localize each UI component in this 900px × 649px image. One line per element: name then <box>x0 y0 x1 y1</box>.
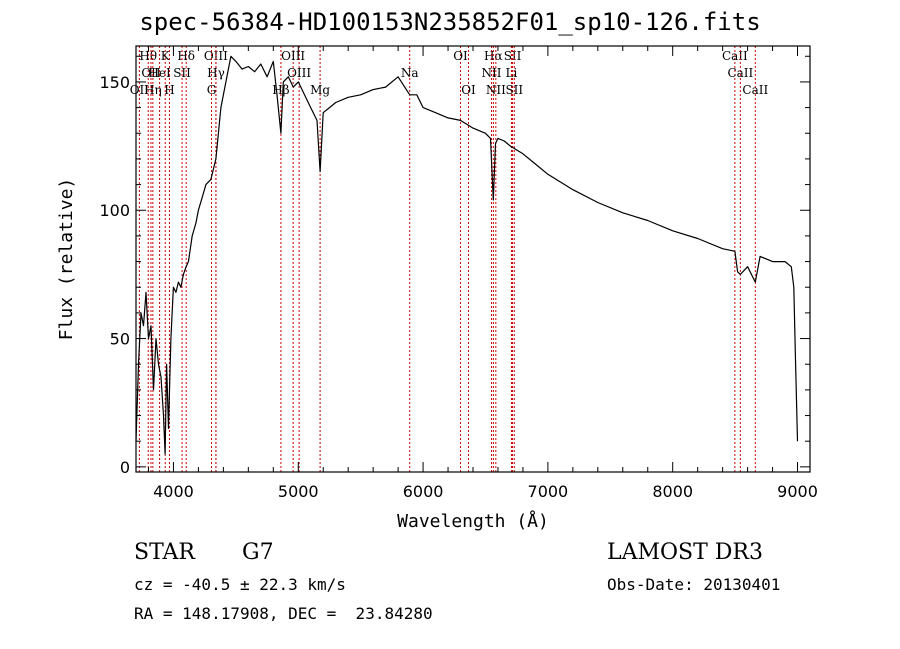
chart-title: spec-56384-HD100153N235852F01_sp10-126.f… <box>139 8 761 36</box>
x-tick-label: 4000 <box>153 482 194 501</box>
line-label-s-ii-c: SII <box>505 83 523 97</box>
line-label-mg: Mg <box>310 83 330 97</box>
y-tick-label: 150 <box>99 73 130 92</box>
line-label-h-beta: Hβ <box>272 83 289 97</box>
line-label-na: Na <box>401 66 419 80</box>
line-label-ca-ii-c: CaII <box>742 83 768 97</box>
line-label-o-iii-b: OIII <box>281 49 305 63</box>
y-tick-label: 100 <box>99 201 130 220</box>
line-label-n-ii: NII <box>481 66 501 80</box>
y-tick-label: 50 <box>110 330 130 349</box>
coordinates: RA = 148.17908, DEC = 23.84280 <box>134 604 433 623</box>
survey-name: LAMOST DR3 <box>607 540 763 565</box>
redshift-cz: cz = -40.5 ± 22.3 km/s <box>134 575 346 594</box>
line-label-n-ii-b: NII <box>486 83 506 97</box>
line-label-o-ii-b: OII <box>141 66 161 80</box>
line-label-s-ii: SII <box>173 66 191 80</box>
y-axis-label: Flux (relative) <box>56 178 77 341</box>
line-label-o-i-b: OI <box>461 83 476 97</box>
line-label-g: G <box>207 83 217 97</box>
line-label-he-i: HeI <box>148 66 171 80</box>
plot-frame <box>135 45 811 473</box>
spectral-subclass: G7 <box>242 540 274 565</box>
line-label-o-i: OI <box>453 49 468 63</box>
x-tick-label: 7000 <box>528 482 569 501</box>
x-tick-label: 6000 <box>403 482 444 501</box>
x-tick-label: 8000 <box>652 482 693 501</box>
line-label-li: Li <box>506 66 518 80</box>
line-label-o-ii: OII <box>130 83 150 97</box>
object-type: STAR <box>134 540 195 565</box>
line-label-k: K <box>161 49 171 63</box>
line-label-o-iii-c: OIII <box>287 66 311 80</box>
y-tick-label: 0 <box>120 458 130 477</box>
line-label-h-gamma: Hγ <box>207 66 225 80</box>
observation-date: Obs-Date: 20130401 <box>607 575 781 594</box>
line-label-ca-ii-b: CaII <box>727 66 753 80</box>
line-label-h-eta: Hη <box>144 83 162 97</box>
x-axis-label: Wavelength (Å) <box>397 510 549 532</box>
line-label-ca-ii: CaII <box>722 49 748 63</box>
line-label-h: H <box>164 83 174 97</box>
x-tick-label: 9000 <box>777 482 818 501</box>
line-label-h-delta: Hδ <box>177 49 195 63</box>
line-label-h-theta: Hθ <box>139 49 157 63</box>
spectrum-line <box>135 55 799 455</box>
x-tick-label: 5000 <box>278 482 319 501</box>
line-label-s-ii-b: SII <box>504 49 522 63</box>
line-label-h-alpha: Hα <box>484 49 503 63</box>
